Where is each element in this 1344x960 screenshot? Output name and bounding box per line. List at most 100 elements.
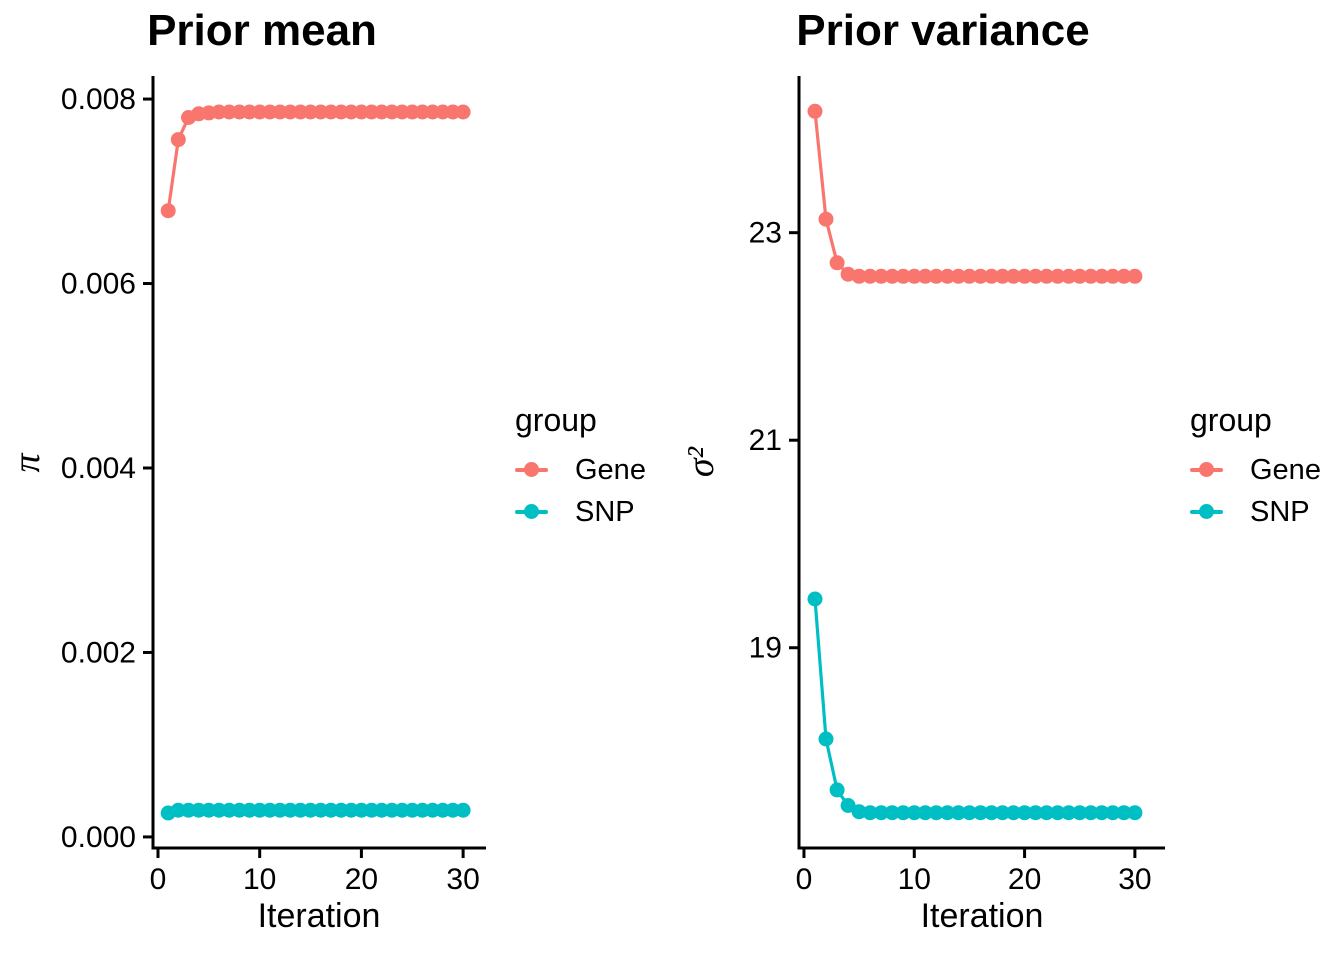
snp-key-dot: [1199, 504, 1214, 519]
legend-title: group: [1190, 402, 1272, 438]
legend-title: group: [515, 402, 597, 438]
data-point: [961, 268, 977, 284]
y-axis-tick-label: 19: [749, 632, 782, 665]
data-point: [973, 805, 988, 821]
data-point: [840, 798, 856, 813]
legend-entry-snp: SNP: [1190, 491, 1321, 533]
data-point: [1039, 268, 1055, 284]
data-point: [1083, 805, 1099, 821]
gene-key-dot: [524, 462, 539, 477]
panel-prior-mean: 0 10 20 30 0.000 0.002 0.004 0.006 0.008: [61, 76, 486, 896]
right-y-axis-label: σ²: [680, 446, 722, 478]
data-point: [1116, 268, 1132, 284]
data-point: [1072, 268, 1088, 284]
x-axis-tick-label: 0: [796, 863, 813, 896]
x-axis-tick-label: 30: [1118, 863, 1151, 896]
data-point: [895, 805, 911, 821]
data-point: [1094, 805, 1110, 821]
data-point: [939, 268, 955, 284]
data-point: [1094, 268, 1110, 284]
series-line-snp: [813, 597, 1137, 815]
data-point: [984, 805, 999, 821]
y-axis-tick-label: 0.008: [61, 83, 136, 116]
data-point: [862, 268, 878, 284]
data-point: [1061, 268, 1077, 284]
data-point: [906, 805, 922, 821]
gene-key-icon: [515, 462, 548, 478]
data-point: [884, 805, 900, 821]
data-point: [1116, 805, 1132, 821]
x-axis-tick-label: 10: [243, 863, 276, 896]
legend-label-snp: SNP: [1250, 495, 1310, 528]
data-point: [950, 805, 966, 821]
legend-label-gene: Gene: [575, 453, 646, 486]
data-point: [928, 805, 944, 821]
data-point: [1127, 805, 1143, 821]
data-point: [1028, 805, 1044, 821]
x-axis-tick-label: 20: [1008, 863, 1041, 896]
data-point: [1072, 805, 1088, 821]
y-axis-tick-label: 0.004: [61, 452, 136, 485]
data-point: [1083, 268, 1099, 284]
gene-key-icon: [1190, 462, 1223, 478]
left-plot-title: Prior mean: [147, 6, 377, 55]
data-point: [1017, 268, 1033, 284]
data-point: [939, 805, 955, 821]
data-point: [917, 268, 933, 284]
data-point: [807, 103, 823, 119]
data-point: [906, 268, 922, 284]
left-y-axis-label: π: [6, 453, 48, 473]
x-axis-tick-label: 30: [446, 863, 479, 896]
legend-label-snp: SNP: [575, 495, 635, 528]
x-axis-tick-label: 10: [898, 863, 931, 896]
y-axis-tick-label: 23: [749, 217, 782, 250]
left-x-axis-label: Iteration: [257, 897, 381, 935]
snp-key-icon: [1190, 504, 1223, 520]
y-axis-tick-label: 21: [749, 424, 782, 457]
data-point: [1050, 268, 1066, 284]
data-point: [1050, 805, 1066, 821]
y-axis-tick-label: 0.006: [61, 268, 136, 301]
data-point: [1006, 268, 1021, 284]
data-point: [873, 805, 889, 821]
y-axis-tick-label: 0.002: [61, 636, 136, 669]
legend-entry-gene: Gene: [515, 449, 646, 491]
data-point: [862, 805, 878, 821]
data-point: [884, 268, 900, 284]
x-axis-tick-label: 0: [150, 863, 167, 896]
series-line-gene: [166, 110, 465, 213]
data-point: [455, 104, 471, 120]
panel-prior-variance: 0 10 20 30 19 21 23: [749, 76, 1165, 896]
data-point: [973, 268, 988, 284]
legend-entry-snp: SNP: [515, 491, 646, 533]
data-point: [455, 802, 471, 818]
data-point: [1105, 805, 1121, 821]
data-point: [1127, 268, 1143, 284]
data-point: [950, 268, 966, 284]
data-point: [895, 268, 911, 284]
data-point: [1105, 268, 1121, 284]
data-point: [851, 268, 867, 284]
right-x-axis-label: Iteration: [920, 897, 1044, 935]
data-point: [818, 731, 834, 747]
x-axis-tick-label: 20: [345, 863, 378, 896]
data-point: [995, 268, 1010, 284]
data-point: [1017, 805, 1033, 821]
series-line-gene: [813, 109, 1137, 278]
data-point: [829, 255, 845, 271]
data-point: [995, 805, 1010, 821]
data-point: [160, 203, 176, 219]
legend-left: group Gene SNP: [515, 403, 646, 533]
legend-entry-gene: Gene: [1190, 449, 1321, 491]
right-plot-title: Prior variance: [796, 6, 1090, 55]
snp-key-icon: [515, 504, 548, 520]
data-point: [1061, 805, 1077, 821]
data-point: [928, 268, 944, 284]
data-point: [1028, 268, 1044, 284]
data-point: [984, 268, 999, 284]
snp-key-dot: [524, 504, 539, 519]
legend-label-gene: Gene: [1250, 453, 1321, 486]
data-point: [807, 591, 823, 607]
